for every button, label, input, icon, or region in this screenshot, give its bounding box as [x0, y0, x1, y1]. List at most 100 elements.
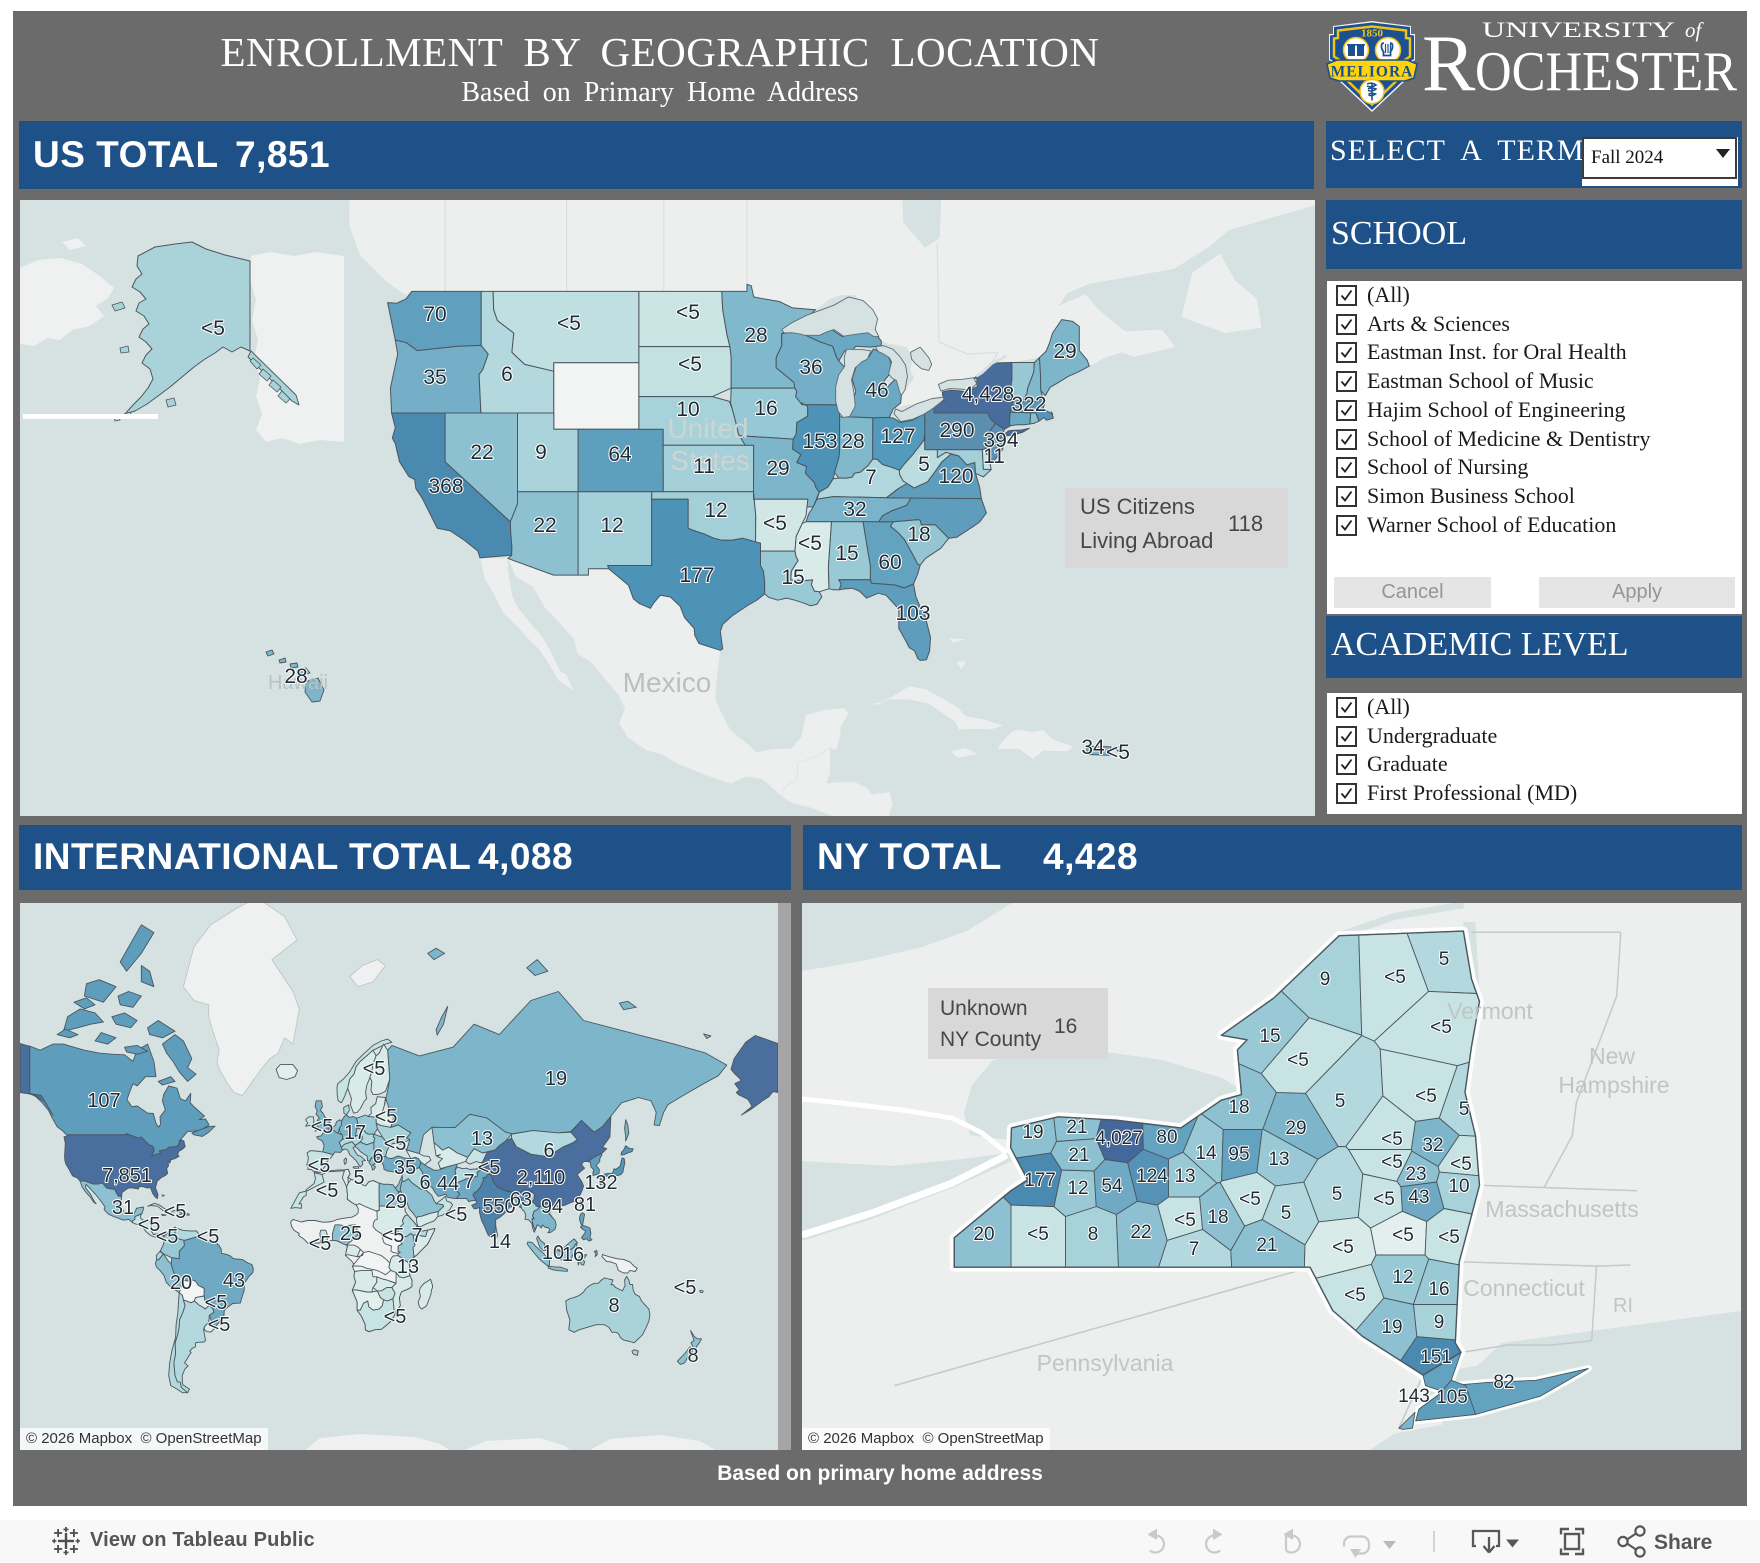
svg-text:25: 25	[340, 1223, 362, 1245]
svg-text:<5: <5	[156, 1226, 179, 1248]
svg-text:103: 103	[895, 602, 930, 625]
svg-text:6: 6	[501, 363, 513, 386]
svg-text:9: 9	[1434, 1312, 1445, 1333]
svg-text:<5: <5	[316, 1180, 339, 1202]
svg-text:<5: <5	[1415, 1086, 1437, 1107]
svg-text:5: 5	[353, 1167, 364, 1189]
svg-text:35: 35	[423, 366, 446, 389]
svg-text:7: 7	[1189, 1239, 1200, 1260]
svg-text:5: 5	[1459, 1099, 1470, 1120]
svg-text:11: 11	[693, 455, 715, 478]
svg-text:34: 34	[1081, 736, 1105, 759]
svg-text:14: 14	[489, 1231, 511, 1253]
svg-text:29: 29	[1053, 340, 1076, 363]
svg-text:46: 46	[865, 379, 888, 402]
svg-text:120: 120	[938, 465, 973, 488]
svg-text:60: 60	[878, 551, 901, 574]
svg-text:<5: <5	[678, 353, 702, 376]
svg-text:11: 11	[983, 445, 1005, 468]
svg-text:70: 70	[423, 303, 446, 326]
svg-text:9: 9	[535, 441, 547, 464]
svg-text:64: 64	[608, 443, 632, 466]
svg-text:7: 7	[411, 1225, 422, 1247]
svg-text:21: 21	[1066, 1117, 1087, 1138]
svg-text:31: 31	[112, 1197, 134, 1219]
svg-text:Massachusetts: Massachusetts	[1485, 1196, 1638, 1222]
svg-text:<5: <5	[197, 1226, 220, 1248]
svg-text:107: 107	[87, 1090, 120, 1112]
svg-text:32: 32	[1422, 1135, 1443, 1156]
svg-text:177: 177	[1024, 1170, 1056, 1191]
svg-text:35: 35	[394, 1157, 416, 1179]
svg-text:19: 19	[545, 1068, 567, 1090]
svg-text:8: 8	[1088, 1224, 1099, 1245]
svg-text:12: 12	[1392, 1267, 1413, 1288]
svg-text:394: 394	[983, 429, 1018, 452]
svg-text:15: 15	[781, 566, 804, 589]
svg-text:1850: 1850	[1361, 28, 1384, 40]
svg-text:29: 29	[385, 1191, 407, 1213]
svg-text:17: 17	[344, 1122, 366, 1144]
svg-text:14: 14	[1195, 1143, 1217, 1164]
svg-text:12: 12	[704, 499, 727, 522]
svg-text:32: 32	[843, 498, 866, 521]
svg-text:<5: <5	[384, 1306, 407, 1328]
svg-text:<5: <5	[1287, 1050, 1309, 1071]
svg-text:20: 20	[973, 1224, 994, 1245]
svg-text:Unknown: Unknown	[940, 997, 1028, 1020]
svg-text:<5: <5	[1373, 1189, 1395, 1210]
svg-text:28: 28	[744, 324, 767, 347]
svg-text:29: 29	[766, 457, 789, 480]
svg-text:4,027: 4,027	[1095, 1128, 1143, 1149]
svg-text:118: 118	[1228, 511, 1263, 536]
svg-text:143: 143	[1398, 1386, 1430, 1407]
svg-text:368: 368	[428, 475, 463, 498]
svg-text:16: 16	[562, 1244, 584, 1266]
svg-text:Pennsylvania: Pennsylvania	[1037, 1350, 1174, 1376]
svg-text:<5: <5	[557, 312, 581, 335]
svg-text:New: New	[1589, 1043, 1635, 1069]
svg-text:Hampshire: Hampshire	[1558, 1072, 1669, 1098]
svg-text:322: 322	[1011, 393, 1046, 416]
svg-text:95: 95	[1228, 1144, 1249, 1165]
svg-text:United: United	[668, 413, 749, 444]
svg-text:8: 8	[608, 1295, 619, 1317]
svg-text:5: 5	[1332, 1184, 1343, 1205]
svg-text:44: 44	[437, 1173, 459, 1195]
svg-text:<5: <5	[1384, 967, 1406, 988]
svg-text:28: 28	[284, 665, 307, 688]
svg-text:177: 177	[679, 564, 714, 587]
svg-text:<5: <5	[1381, 1129, 1403, 1150]
svg-text:<5: <5	[1106, 741, 1130, 764]
svg-text:<5: <5	[1392, 1225, 1414, 1246]
svg-text:<5: <5	[164, 1201, 187, 1223]
svg-text:<5: <5	[308, 1155, 331, 1177]
svg-text:<5: <5	[1239, 1189, 1261, 1210]
svg-text:13: 13	[1174, 1166, 1195, 1187]
svg-text:82: 82	[1493, 1372, 1514, 1393]
svg-text:28: 28	[841, 430, 864, 453]
svg-text:16: 16	[1428, 1279, 1449, 1300]
svg-text:36: 36	[799, 356, 822, 379]
svg-text:<5: <5	[1332, 1237, 1354, 1258]
svg-text:<5: <5	[309, 1233, 332, 1255]
svg-text:<5: <5	[382, 1225, 405, 1247]
svg-text:<5: <5	[763, 512, 787, 535]
svg-text:13: 13	[1268, 1149, 1289, 1170]
svg-text:6: 6	[372, 1146, 383, 1168]
svg-text:<5: <5	[363, 1058, 386, 1080]
svg-text:151: 151	[1420, 1347, 1452, 1368]
svg-text:22: 22	[533, 514, 556, 537]
svg-text:15: 15	[835, 542, 858, 565]
svg-text:<5: <5	[478, 1157, 501, 1179]
svg-text:OCHESTER: OCHESTER	[1475, 41, 1737, 103]
svg-text:23: 23	[1405, 1164, 1426, 1185]
svg-text:<5: <5	[676, 301, 700, 324]
svg-text:7: 7	[865, 466, 877, 489]
svg-text:12: 12	[600, 514, 623, 537]
svg-text:<5: <5	[1344, 1285, 1366, 1306]
svg-text:21: 21	[1068, 1145, 1089, 1166]
svg-text:43: 43	[223, 1270, 245, 1292]
svg-text:12: 12	[1067, 1178, 1088, 1199]
svg-text:US Citizens: US Citizens	[1080, 494, 1195, 519]
